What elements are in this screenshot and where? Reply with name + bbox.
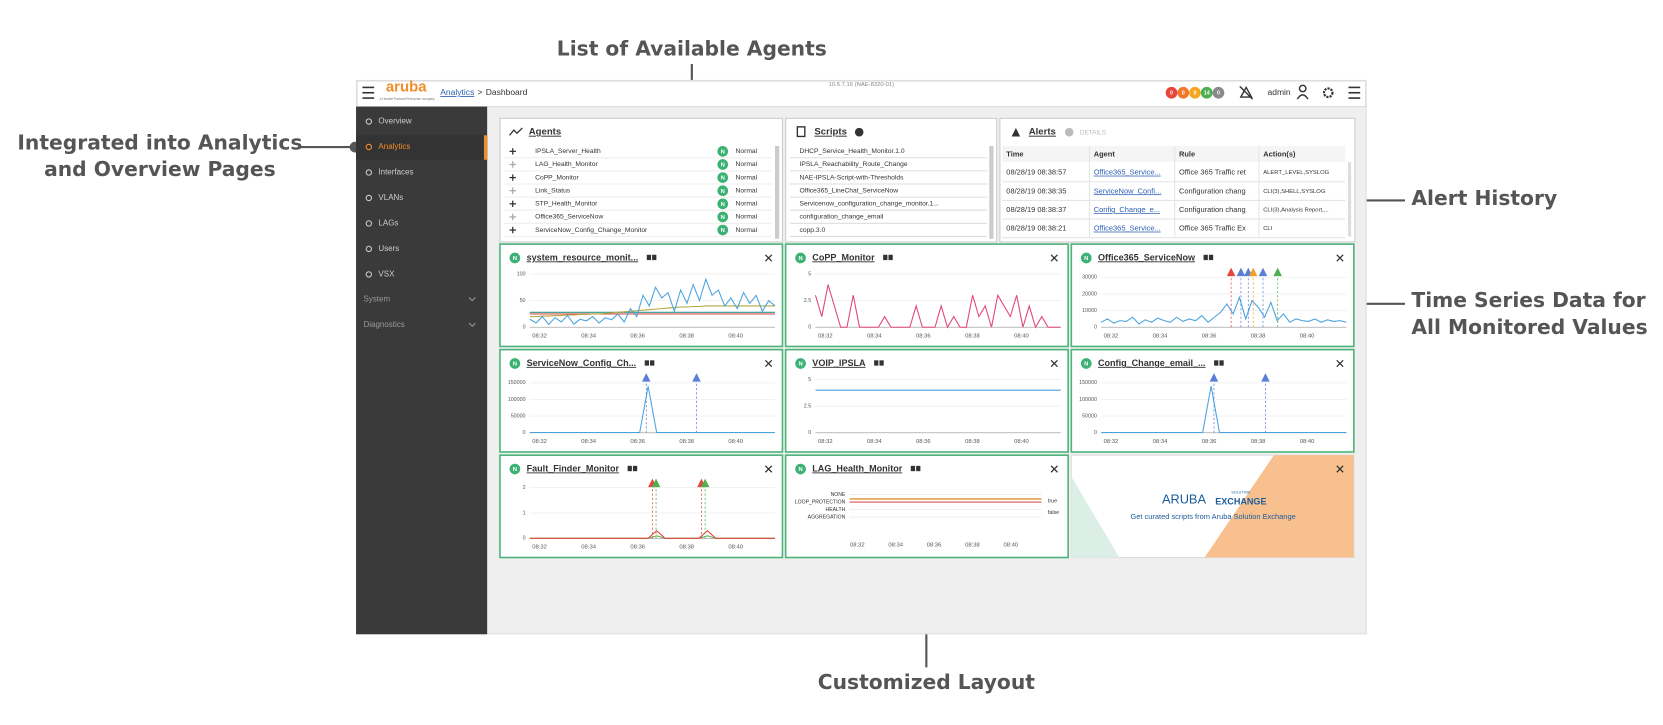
callout-label: Customized Layout [818,670,1036,694]
callout-label: All Monitored Values [1411,315,1647,339]
callout-label: and Overview Pages [44,157,276,181]
callout-label: Integrated into Analytics [17,130,302,154]
callout-label: List of Available Agents [557,37,827,61]
callout-label: Time Series Data for [1411,288,1645,312]
screenshot [356,79,1367,635]
callout-label: Alert History [1411,186,1557,210]
